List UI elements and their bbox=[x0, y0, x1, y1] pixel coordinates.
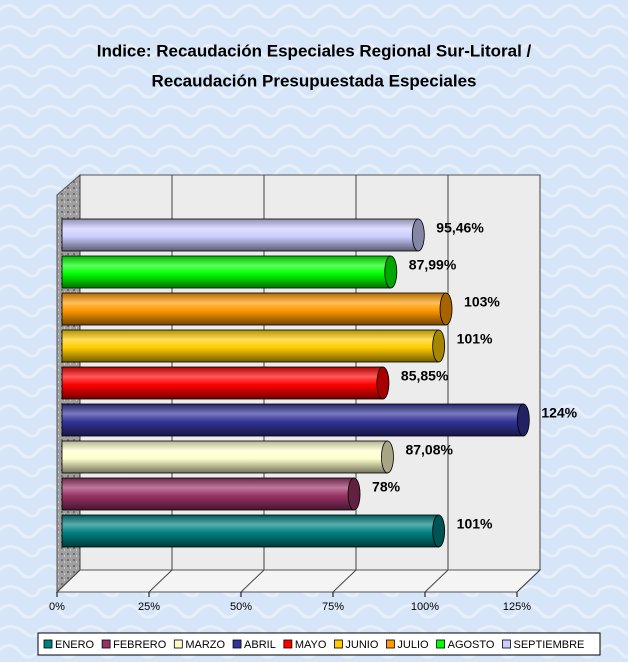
grid-line bbox=[332, 569, 357, 593]
bar-cap bbox=[432, 514, 446, 548]
legend-label: FEBRERO bbox=[113, 639, 167, 651]
data-label: 87,08% bbox=[405, 442, 453, 458]
grid-line bbox=[424, 569, 449, 593]
data-label: 124% bbox=[541, 405, 577, 421]
legend-label: SEPTIEMBRE bbox=[513, 639, 584, 651]
x-tick-label: 100% bbox=[411, 601, 439, 613]
bar bbox=[61, 440, 388, 474]
legend-label: ABRIL bbox=[244, 639, 276, 651]
bar bbox=[61, 255, 392, 289]
bar-cap bbox=[439, 292, 453, 326]
data-label: 101% bbox=[457, 331, 493, 347]
legend-swatch bbox=[43, 639, 53, 649]
bar-cap bbox=[384, 255, 398, 289]
legend-label: MARZO bbox=[185, 639, 225, 651]
legend-swatch bbox=[502, 639, 511, 649]
data-label: 103% bbox=[464, 294, 500, 310]
bar-cap bbox=[376, 366, 390, 400]
grid-line bbox=[516, 569, 541, 593]
grid-line bbox=[56, 569, 81, 593]
legend-label: AGOSTO bbox=[448, 639, 495, 651]
legend-swatch bbox=[101, 639, 111, 649]
legend-swatch bbox=[386, 639, 395, 649]
bar-cap bbox=[432, 329, 446, 363]
x-tick-label: 0% bbox=[49, 601, 65, 613]
legend-swatch bbox=[436, 639, 446, 649]
chart-title: Recaudación Presupuestada Especiales bbox=[151, 71, 476, 90]
bar bbox=[61, 477, 355, 511]
floor bbox=[55, 569, 542, 593]
x-tick-label: 50% bbox=[230, 601, 252, 613]
legend-box bbox=[37, 632, 601, 656]
bar-cap bbox=[381, 440, 394, 474]
legend-label: JULIO bbox=[397, 639, 429, 651]
legend-swatch bbox=[334, 639, 343, 649]
legend-swatch bbox=[173, 639, 183, 649]
x-tick-label: 125% bbox=[503, 601, 531, 613]
legend-swatch bbox=[283, 639, 293, 649]
bar bbox=[61, 329, 440, 363]
grid-line bbox=[240, 569, 265, 593]
x-tick-label: 25% bbox=[138, 601, 160, 613]
bar bbox=[61, 292, 447, 326]
data-label: 95,46% bbox=[436, 220, 484, 236]
bar-cap bbox=[347, 477, 361, 511]
bar-cap bbox=[516, 403, 530, 437]
bar bbox=[61, 514, 440, 548]
data-label: 78% bbox=[372, 479, 401, 495]
data-label: 85,85% bbox=[401, 368, 449, 384]
x-tick-label: 75% bbox=[322, 601, 344, 613]
grid-line bbox=[148, 569, 173, 593]
bar-cap bbox=[411, 218, 425, 252]
legend-label: ENERO bbox=[55, 639, 95, 651]
legend-swatch bbox=[232, 639, 242, 649]
legend-label: MAYO bbox=[295, 639, 327, 651]
bar bbox=[61, 366, 384, 400]
legend-label: JUNIO bbox=[345, 639, 378, 651]
data-label: 87,99% bbox=[409, 257, 457, 273]
chart-title: Indice: Recaudación Especiales Regional … bbox=[97, 41, 532, 60]
bar bbox=[61, 218, 419, 252]
bar bbox=[61, 403, 524, 437]
data-label: 101% bbox=[457, 516, 493, 532]
